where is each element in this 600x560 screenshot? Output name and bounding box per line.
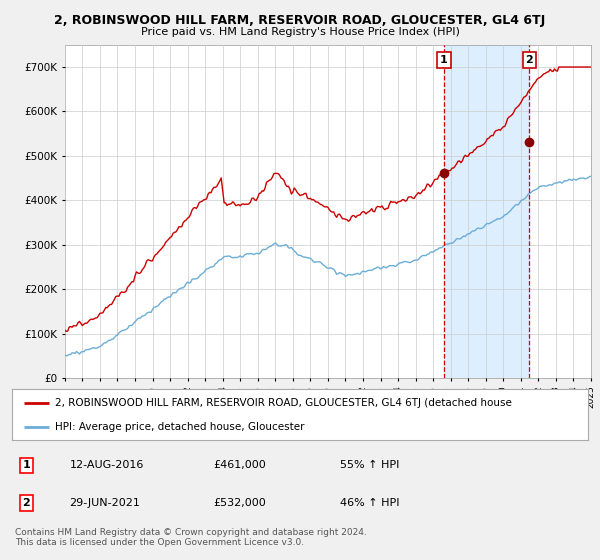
Text: 2: 2 [526,55,533,65]
Text: £461,000: £461,000 [214,460,266,470]
Text: 1: 1 [440,55,448,65]
Text: Price paid vs. HM Land Registry's House Price Index (HPI): Price paid vs. HM Land Registry's House … [140,27,460,37]
Text: 46% ↑ HPI: 46% ↑ HPI [340,498,400,508]
Text: 12-AUG-2016: 12-AUG-2016 [70,460,144,470]
Text: 2: 2 [23,498,30,508]
Text: 55% ↑ HPI: 55% ↑ HPI [340,460,400,470]
Text: 2, ROBINSWOOD HILL FARM, RESERVOIR ROAD, GLOUCESTER, GL4 6TJ: 2, ROBINSWOOD HILL FARM, RESERVOIR ROAD,… [55,14,545,27]
Text: 2, ROBINSWOOD HILL FARM, RESERVOIR ROAD, GLOUCESTER, GL4 6TJ (detached house: 2, ROBINSWOOD HILL FARM, RESERVOIR ROAD,… [55,399,512,408]
Text: 29-JUN-2021: 29-JUN-2021 [70,498,140,508]
Text: 1: 1 [23,460,30,470]
Text: HPI: Average price, detached house, Gloucester: HPI: Average price, detached house, Glou… [55,422,305,432]
Text: £532,000: £532,000 [214,498,266,508]
Bar [444,45,529,378]
Text: Contains HM Land Registry data © Crown copyright and database right 2024.
This d: Contains HM Land Registry data © Crown c… [15,528,367,547]
